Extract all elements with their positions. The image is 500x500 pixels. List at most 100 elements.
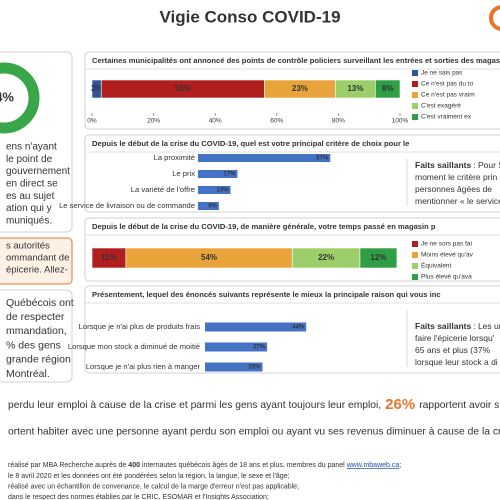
left-text: le point de (6, 154, 53, 165)
left-text: Québécois ont (6, 297, 74, 309)
data-label: 53% (175, 84, 191, 93)
highlight-text: Faits saillants: Les un (415, 321, 500, 331)
statement: perdu leur emploi à cause de la crise et… (8, 396, 500, 413)
left-text: gouvernement (6, 166, 70, 177)
bar-segment (375, 79, 401, 99)
x-tick-label: 80% (332, 118, 345, 125)
page-title: Vigie Conso COVID-19 (159, 7, 340, 26)
footnote-link: www.mbaweb.ca (346, 462, 400, 469)
highlight-text: moment le critère prin (415, 172, 497, 182)
data-label: 54% (201, 253, 217, 262)
legend-label: C'est exagéré (421, 103, 461, 110)
highlight-line: mentionner « le service (415, 196, 500, 206)
data-label: 8% (382, 84, 394, 93)
legend-swatch (412, 241, 418, 247)
data-label: 17% (223, 172, 236, 178)
data-label: 9% (208, 204, 217, 210)
footnote: dans le respect des normes établies par … (8, 494, 269, 500)
x-tick-label: 20% (147, 118, 160, 125)
highlight-label: Faits saillants (415, 160, 471, 170)
highlight-line: : Les un (473, 321, 500, 331)
highlight-line: lorsque leur stock a di (415, 357, 498, 367)
legend-label: Moins élevé qu'av (421, 252, 474, 259)
bar (205, 362, 263, 372)
x-tick-label: 40% (209, 118, 222, 125)
left-text: grande région (6, 354, 71, 366)
data-label: 44% (292, 325, 305, 331)
footnote-bold: 400 (128, 462, 140, 469)
footnote-text: internautes québécois âgés de 18 ans et … (142, 462, 345, 469)
footnote: réalisé par MBA Recherche auprès de 400 in… (8, 462, 401, 469)
data-label: 12% (370, 253, 386, 262)
legend-label: Ce n'est pas vraim (421, 92, 475, 99)
statement: ortent habiter avec une personne ayant p… (8, 427, 500, 438)
highlight-line: faire l'épicerie lorsqu' (415, 333, 495, 343)
left-text: % des gens (6, 339, 61, 351)
bar (198, 154, 331, 162)
bar (205, 342, 268, 352)
bar (198, 202, 219, 210)
highlight-text: 65 ans et plus (37% (415, 345, 491, 355)
category-label: La variété de l'offre (131, 185, 195, 194)
legend-swatch (412, 252, 418, 258)
highlight-line: personnes âgées de (415, 184, 492, 194)
highlight-label: Faits saillants (415, 321, 471, 331)
data-label: 14% (216, 188, 229, 194)
statement-text: perdu leur emploi à cause de la crise et… (8, 400, 381, 411)
chart-title: Certaines municipalités ont annoncé des … (92, 56, 500, 65)
x-tick-label: 60% (270, 118, 283, 125)
data-label: 57% (316, 156, 329, 162)
category-label: Le prix (172, 169, 195, 178)
legend-label: Équivalent (421, 261, 452, 270)
highlight-line: 65 ans et plus (37% (415, 345, 491, 355)
x-tick-label: 0% (87, 118, 97, 125)
left-text: ation qui y (6, 203, 52, 214)
category-label: Lorsque je n'ai plus de produits frais (79, 322, 201, 331)
legend-swatch (412, 70, 418, 76)
footnote: le 8 avril 2020 et les données ont été p… (8, 473, 290, 480)
left-text: Montréal. (6, 368, 50, 380)
legend-swatch (412, 114, 418, 120)
donut-ring (0, 62, 40, 134)
donut-label: 4% (0, 89, 14, 104)
category-label: La proximité (154, 153, 195, 162)
left-text: muniqués. (6, 215, 52, 226)
bar-segment (359, 247, 398, 269)
left-text: de respecter (6, 311, 65, 323)
left-text: ommandant de (6, 253, 69, 264)
statement-highlight: 26% (385, 396, 415, 413)
data-label: 13% (347, 84, 363, 93)
bar (198, 170, 238, 178)
legend-label: Plus élevé qu'ava (421, 274, 472, 281)
legend-label: Je ne sors pas fai (421, 241, 472, 248)
footnote-text: ; (399, 462, 401, 469)
legend-swatch (412, 263, 418, 269)
highlight-text: mentionner « le service (415, 196, 500, 206)
legend-swatch (412, 81, 418, 87)
highlight-line: : Pour S (473, 160, 500, 170)
data-label: 27% (253, 345, 266, 351)
data-label: 11% (101, 253, 117, 262)
legend-swatch (412, 274, 418, 280)
left-text: s autorités (6, 241, 50, 252)
highlight-text: faire l'épicerie lorsqu' (415, 333, 495, 343)
legend-label: C'est vraiment ex (421, 114, 472, 121)
chart-panel (84, 134, 500, 213)
left-panel (0, 51, 73, 233)
data-label: 25% (248, 365, 261, 371)
footnote: réalisé avec un échantillon de convenanc… (8, 483, 299, 490)
chart-title: Depuis le début de la crise du COVID-19,… (92, 139, 409, 148)
bar (198, 186, 231, 194)
category-label: Le service de livraison ou de commande (59, 201, 195, 210)
highlight-line: moment le critère prin (415, 172, 497, 182)
bar (205, 322, 307, 332)
data-label: 23% (292, 84, 308, 93)
statement-text: rapportent avoir subi une b (419, 400, 500, 411)
logo-icon (489, 5, 500, 31)
callout-box (0, 237, 73, 285)
legend-label: Je ne sais pas (421, 70, 463, 77)
left-text: épicerie. Allez- (6, 265, 68, 276)
x-tick-label: 100% (392, 118, 409, 125)
